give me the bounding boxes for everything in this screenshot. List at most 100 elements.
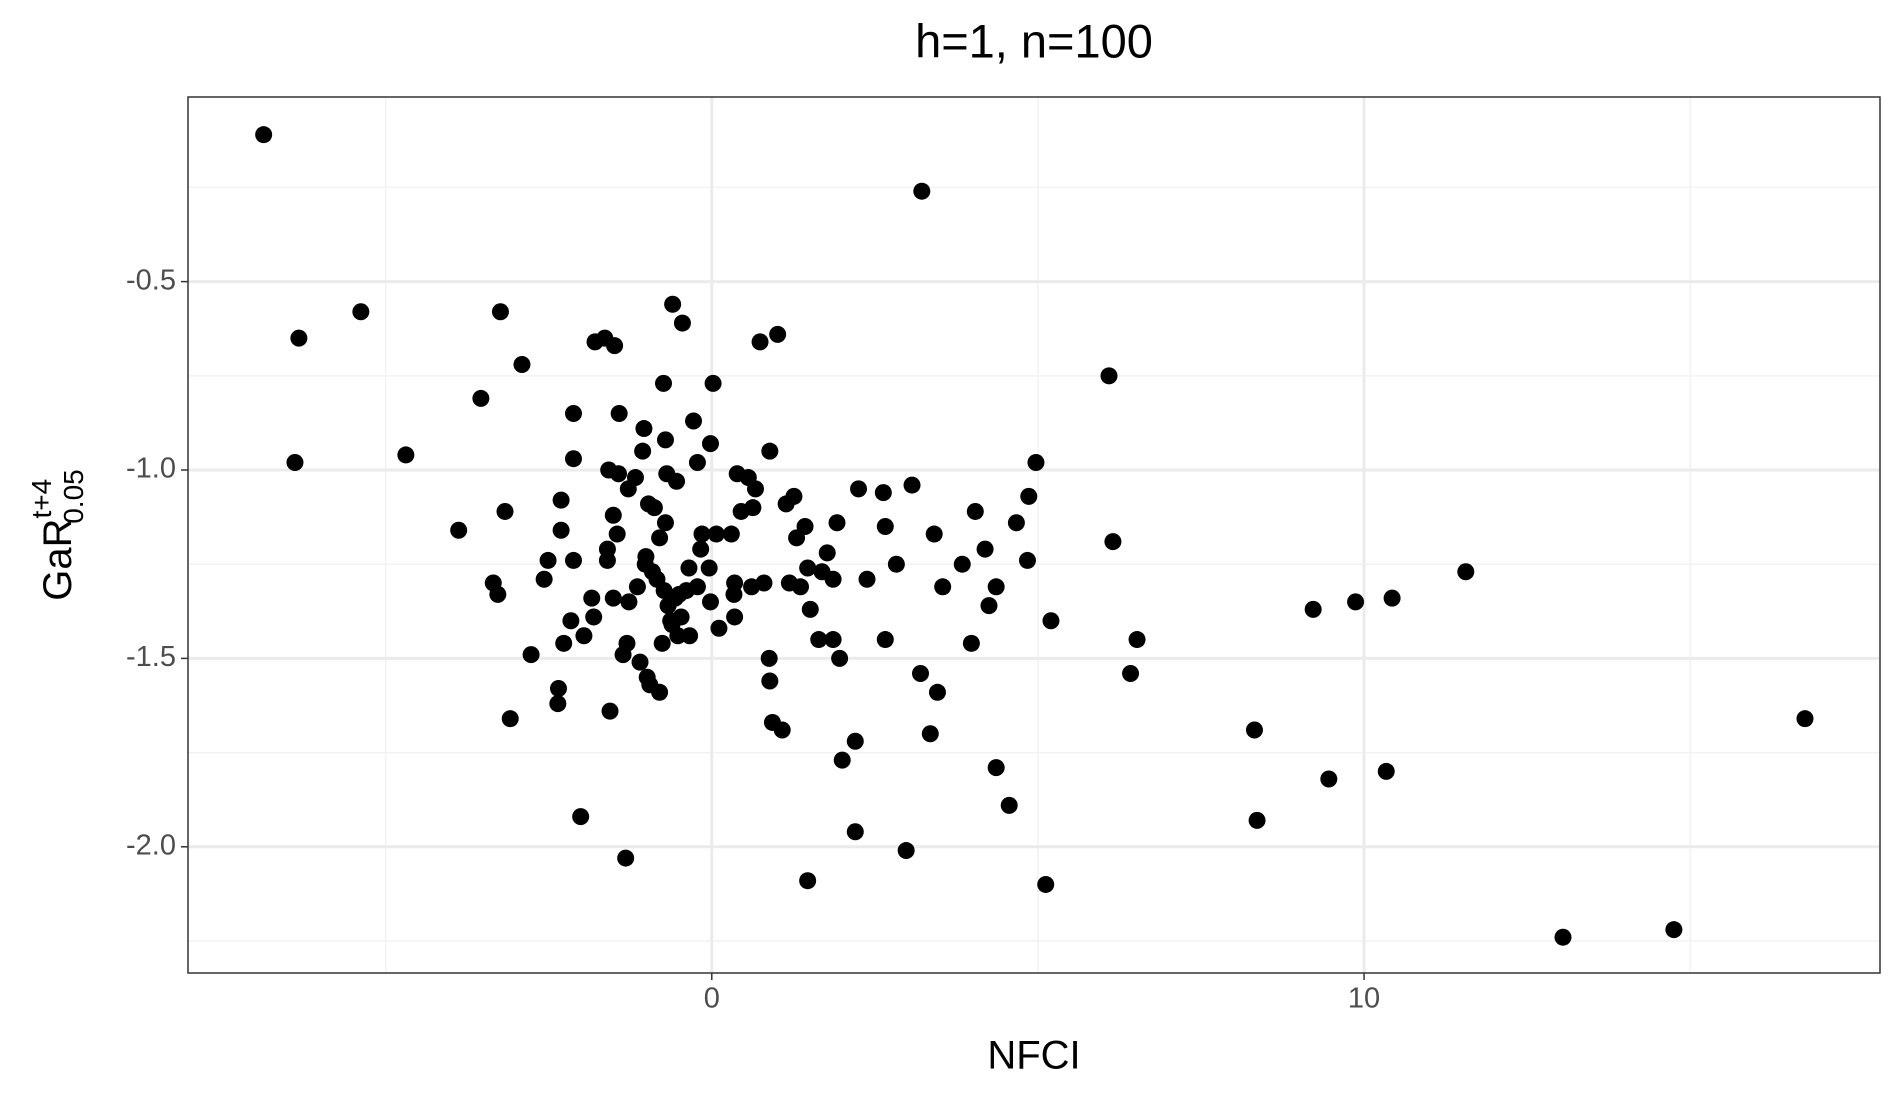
y-axis-title-main: GaR	[36, 518, 80, 600]
point	[1100, 367, 1118, 385]
point	[824, 631, 842, 649]
point	[651, 529, 669, 547]
point	[685, 412, 703, 430]
point	[1304, 600, 1322, 618]
point	[726, 574, 744, 592]
point	[987, 578, 1005, 596]
point	[1018, 551, 1036, 569]
point	[450, 521, 468, 539]
point	[700, 559, 718, 577]
point	[681, 627, 699, 645]
point	[760, 649, 778, 667]
point	[501, 710, 519, 728]
point	[656, 514, 674, 532]
point	[953, 555, 971, 573]
point	[799, 559, 817, 577]
point	[876, 518, 894, 536]
point	[1104, 533, 1122, 551]
point	[618, 634, 636, 652]
point	[1457, 563, 1475, 581]
point	[1377, 762, 1395, 780]
point	[601, 702, 619, 720]
point	[290, 329, 308, 347]
point	[651, 683, 669, 701]
point	[912, 664, 930, 682]
point	[352, 303, 370, 321]
point	[631, 653, 649, 671]
point	[522, 646, 540, 664]
point	[1383, 589, 1401, 607]
point	[755, 574, 773, 592]
point	[831, 649, 849, 667]
point	[655, 374, 673, 392]
point	[626, 469, 644, 487]
point	[846, 732, 864, 750]
point	[1122, 664, 1140, 682]
point	[564, 450, 582, 468]
point	[692, 540, 710, 558]
point	[744, 499, 762, 517]
point	[656, 431, 674, 449]
point	[1037, 875, 1055, 893]
point	[286, 453, 304, 471]
point	[707, 525, 725, 543]
point	[1347, 593, 1365, 611]
point	[555, 634, 573, 652]
y-axis-title: GaRt+40.05	[26, 469, 89, 600]
point	[1000, 796, 1018, 814]
point	[617, 849, 635, 867]
point	[672, 608, 690, 626]
point	[1554, 928, 1572, 946]
point	[701, 593, 719, 611]
point	[688, 453, 706, 471]
point	[801, 600, 819, 618]
point	[668, 472, 686, 490]
point	[489, 585, 507, 603]
point	[564, 404, 582, 422]
point	[673, 314, 691, 332]
point	[1042, 612, 1060, 630]
point	[549, 680, 567, 698]
point	[824, 570, 842, 588]
point	[980, 597, 998, 615]
point	[799, 872, 817, 890]
point	[562, 612, 580, 630]
point	[818, 544, 836, 562]
point	[472, 389, 490, 407]
point	[604, 589, 622, 607]
point	[726, 608, 744, 626]
y-tick-label: -0.5	[126, 264, 176, 296]
y-axis-title-sub: 0.05	[58, 469, 89, 524]
point	[746, 480, 764, 498]
x-axis-title: NFCI	[987, 1034, 1080, 1078]
point	[583, 589, 601, 607]
point	[962, 634, 980, 652]
point	[791, 578, 809, 596]
plot-frame	[187, 96, 1881, 974]
point	[608, 525, 626, 543]
point	[637, 548, 655, 566]
point	[552, 491, 570, 509]
point	[751, 333, 769, 351]
point	[810, 631, 828, 649]
point	[925, 525, 943, 543]
point	[903, 476, 921, 494]
point	[858, 570, 876, 588]
point	[255, 126, 273, 144]
y-tick-label: -1.0	[126, 453, 176, 485]
point	[635, 420, 653, 438]
point	[1320, 770, 1338, 788]
point	[887, 555, 905, 573]
point	[785, 487, 803, 505]
point	[610, 404, 628, 422]
point	[769, 325, 787, 343]
point	[796, 518, 814, 536]
point	[397, 446, 415, 464]
point	[496, 502, 514, 520]
point	[1796, 710, 1814, 728]
x-tick-label: 0	[704, 983, 720, 1015]
y-axis-title-sup: t+4	[26, 479, 57, 519]
point	[491, 303, 509, 321]
